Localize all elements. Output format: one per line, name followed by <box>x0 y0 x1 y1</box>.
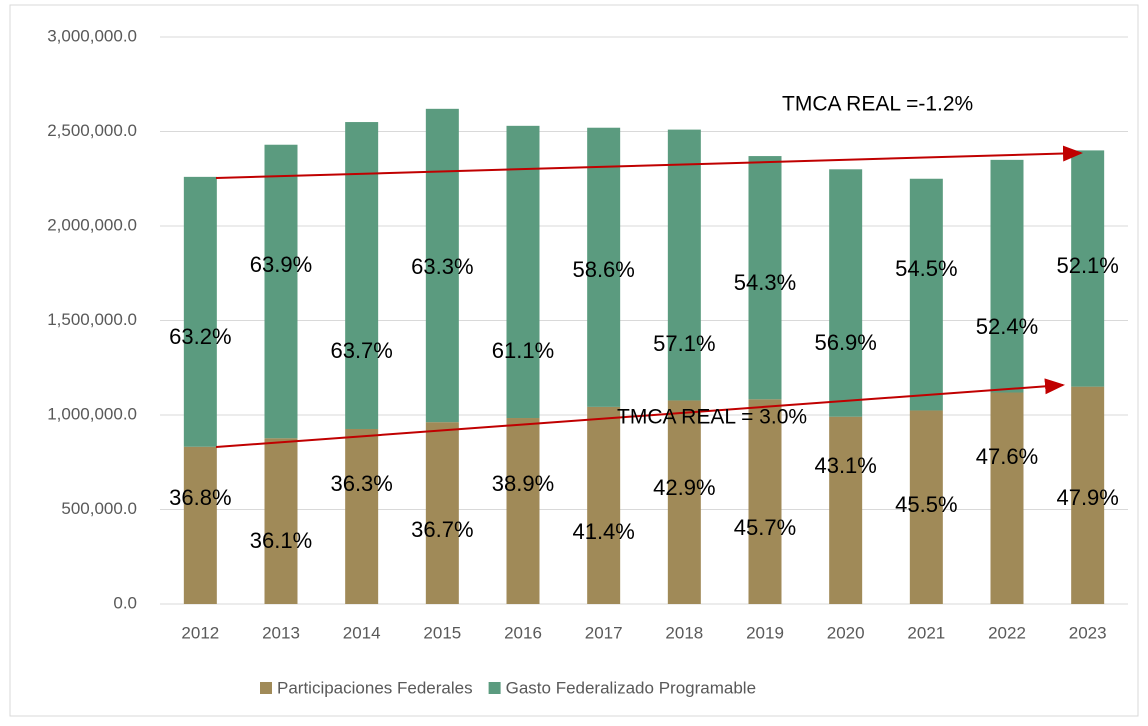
bar-segment <box>587 127 621 407</box>
percent-label: 52.1% <box>1056 253 1118 278</box>
y-tick-label: 3,000,000.0 <box>47 26 137 45</box>
bar-segment <box>345 122 379 429</box>
trend-arrow <box>215 145 1083 179</box>
percent-label: 36.8% <box>169 485 231 510</box>
x-tick-label: 2020 <box>827 623 865 642</box>
bar-segment <box>829 169 863 417</box>
percent-label: 54.5% <box>895 256 957 281</box>
x-tick-label: 2017 <box>585 623 623 642</box>
bar-segment <box>345 428 379 604</box>
percent-label: 45.5% <box>895 492 957 517</box>
bar-segment <box>909 410 943 604</box>
bar-segment <box>425 108 459 423</box>
legend-swatch <box>260 682 272 694</box>
bar-segment <box>748 399 782 604</box>
x-tick-label: 2014 <box>343 623 381 642</box>
percent-label: 36.3% <box>330 471 392 496</box>
x-tick-label: 2023 <box>1069 623 1107 642</box>
x-tick-label: 2021 <box>907 623 945 642</box>
x-tick-label: 2012 <box>181 623 219 642</box>
bar-segment <box>909 178 943 411</box>
y-tick-label: 2,000,000.0 <box>47 215 137 234</box>
percent-label: 41.4% <box>572 519 634 544</box>
percent-label: 54.3% <box>734 270 796 295</box>
percent-label: 56.9% <box>814 330 876 355</box>
x-tick-label: 2019 <box>746 623 784 642</box>
bar-segment <box>587 406 621 604</box>
percent-label: 58.6% <box>572 257 634 282</box>
percent-label: 52.4% <box>976 314 1038 339</box>
bar-segment <box>506 418 540 604</box>
percent-label: 45.7% <box>734 515 796 540</box>
x-tick-label: 2015 <box>423 623 461 642</box>
bar-segment <box>990 392 1024 604</box>
bar-segment <box>1071 386 1105 604</box>
legend-swatch <box>488 682 501 694</box>
percent-label: 47.6% <box>976 444 1038 469</box>
y-tick-label: 1,000,000.0 <box>47 404 137 423</box>
trend-arrow <box>215 378 1065 448</box>
x-tick-label: 2018 <box>665 623 703 642</box>
bar-segment <box>183 446 217 604</box>
percent-label: 36.1% <box>250 528 312 553</box>
x-tick-label: 2016 <box>504 623 542 642</box>
percent-label: 63.3% <box>411 254 473 279</box>
y-tick-label: 0.0 <box>113 593 137 612</box>
percent-label: 38.9% <box>492 471 554 496</box>
bar-segment <box>748 156 782 400</box>
percent-label: 61.1% <box>492 338 554 363</box>
bar-segment <box>264 438 298 604</box>
percent-label: 63.7% <box>330 338 392 363</box>
annotation: TMCA REAL =-1.2% <box>782 93 973 116</box>
x-tick-label: 2013 <box>262 623 300 642</box>
y-tick-label: 2,500,000.0 <box>47 121 137 140</box>
bar-segment <box>1071 150 1105 387</box>
percent-label: 57.1% <box>653 331 715 356</box>
percent-label: 47.9% <box>1056 485 1118 510</box>
bar-segment <box>829 416 863 604</box>
bar-segment <box>667 129 701 401</box>
bar-segment <box>990 159 1024 393</box>
y-tick-label: 1,500,000.0 <box>47 310 137 329</box>
annotation: TMCA REAL = 3.0% <box>617 406 807 429</box>
bar-segment <box>667 400 701 604</box>
legend-label: Gasto Federalizado Programable <box>506 678 756 697</box>
percent-label: 43.1% <box>814 453 876 478</box>
bar-segment <box>183 176 217 447</box>
percent-label: 63.2% <box>169 324 231 349</box>
bar-segment <box>506 125 540 419</box>
percent-label: 42.9% <box>653 475 715 500</box>
bar-segment <box>264 144 298 439</box>
x-tick-label: 2022 <box>988 623 1026 642</box>
y-tick-label: 500,000.0 <box>61 499 137 518</box>
legend-label: Participaciones Federales <box>277 678 473 697</box>
percent-label: 63.9% <box>250 252 312 277</box>
percent-label: 36.7% <box>411 517 473 542</box>
bar-segment <box>425 422 459 604</box>
